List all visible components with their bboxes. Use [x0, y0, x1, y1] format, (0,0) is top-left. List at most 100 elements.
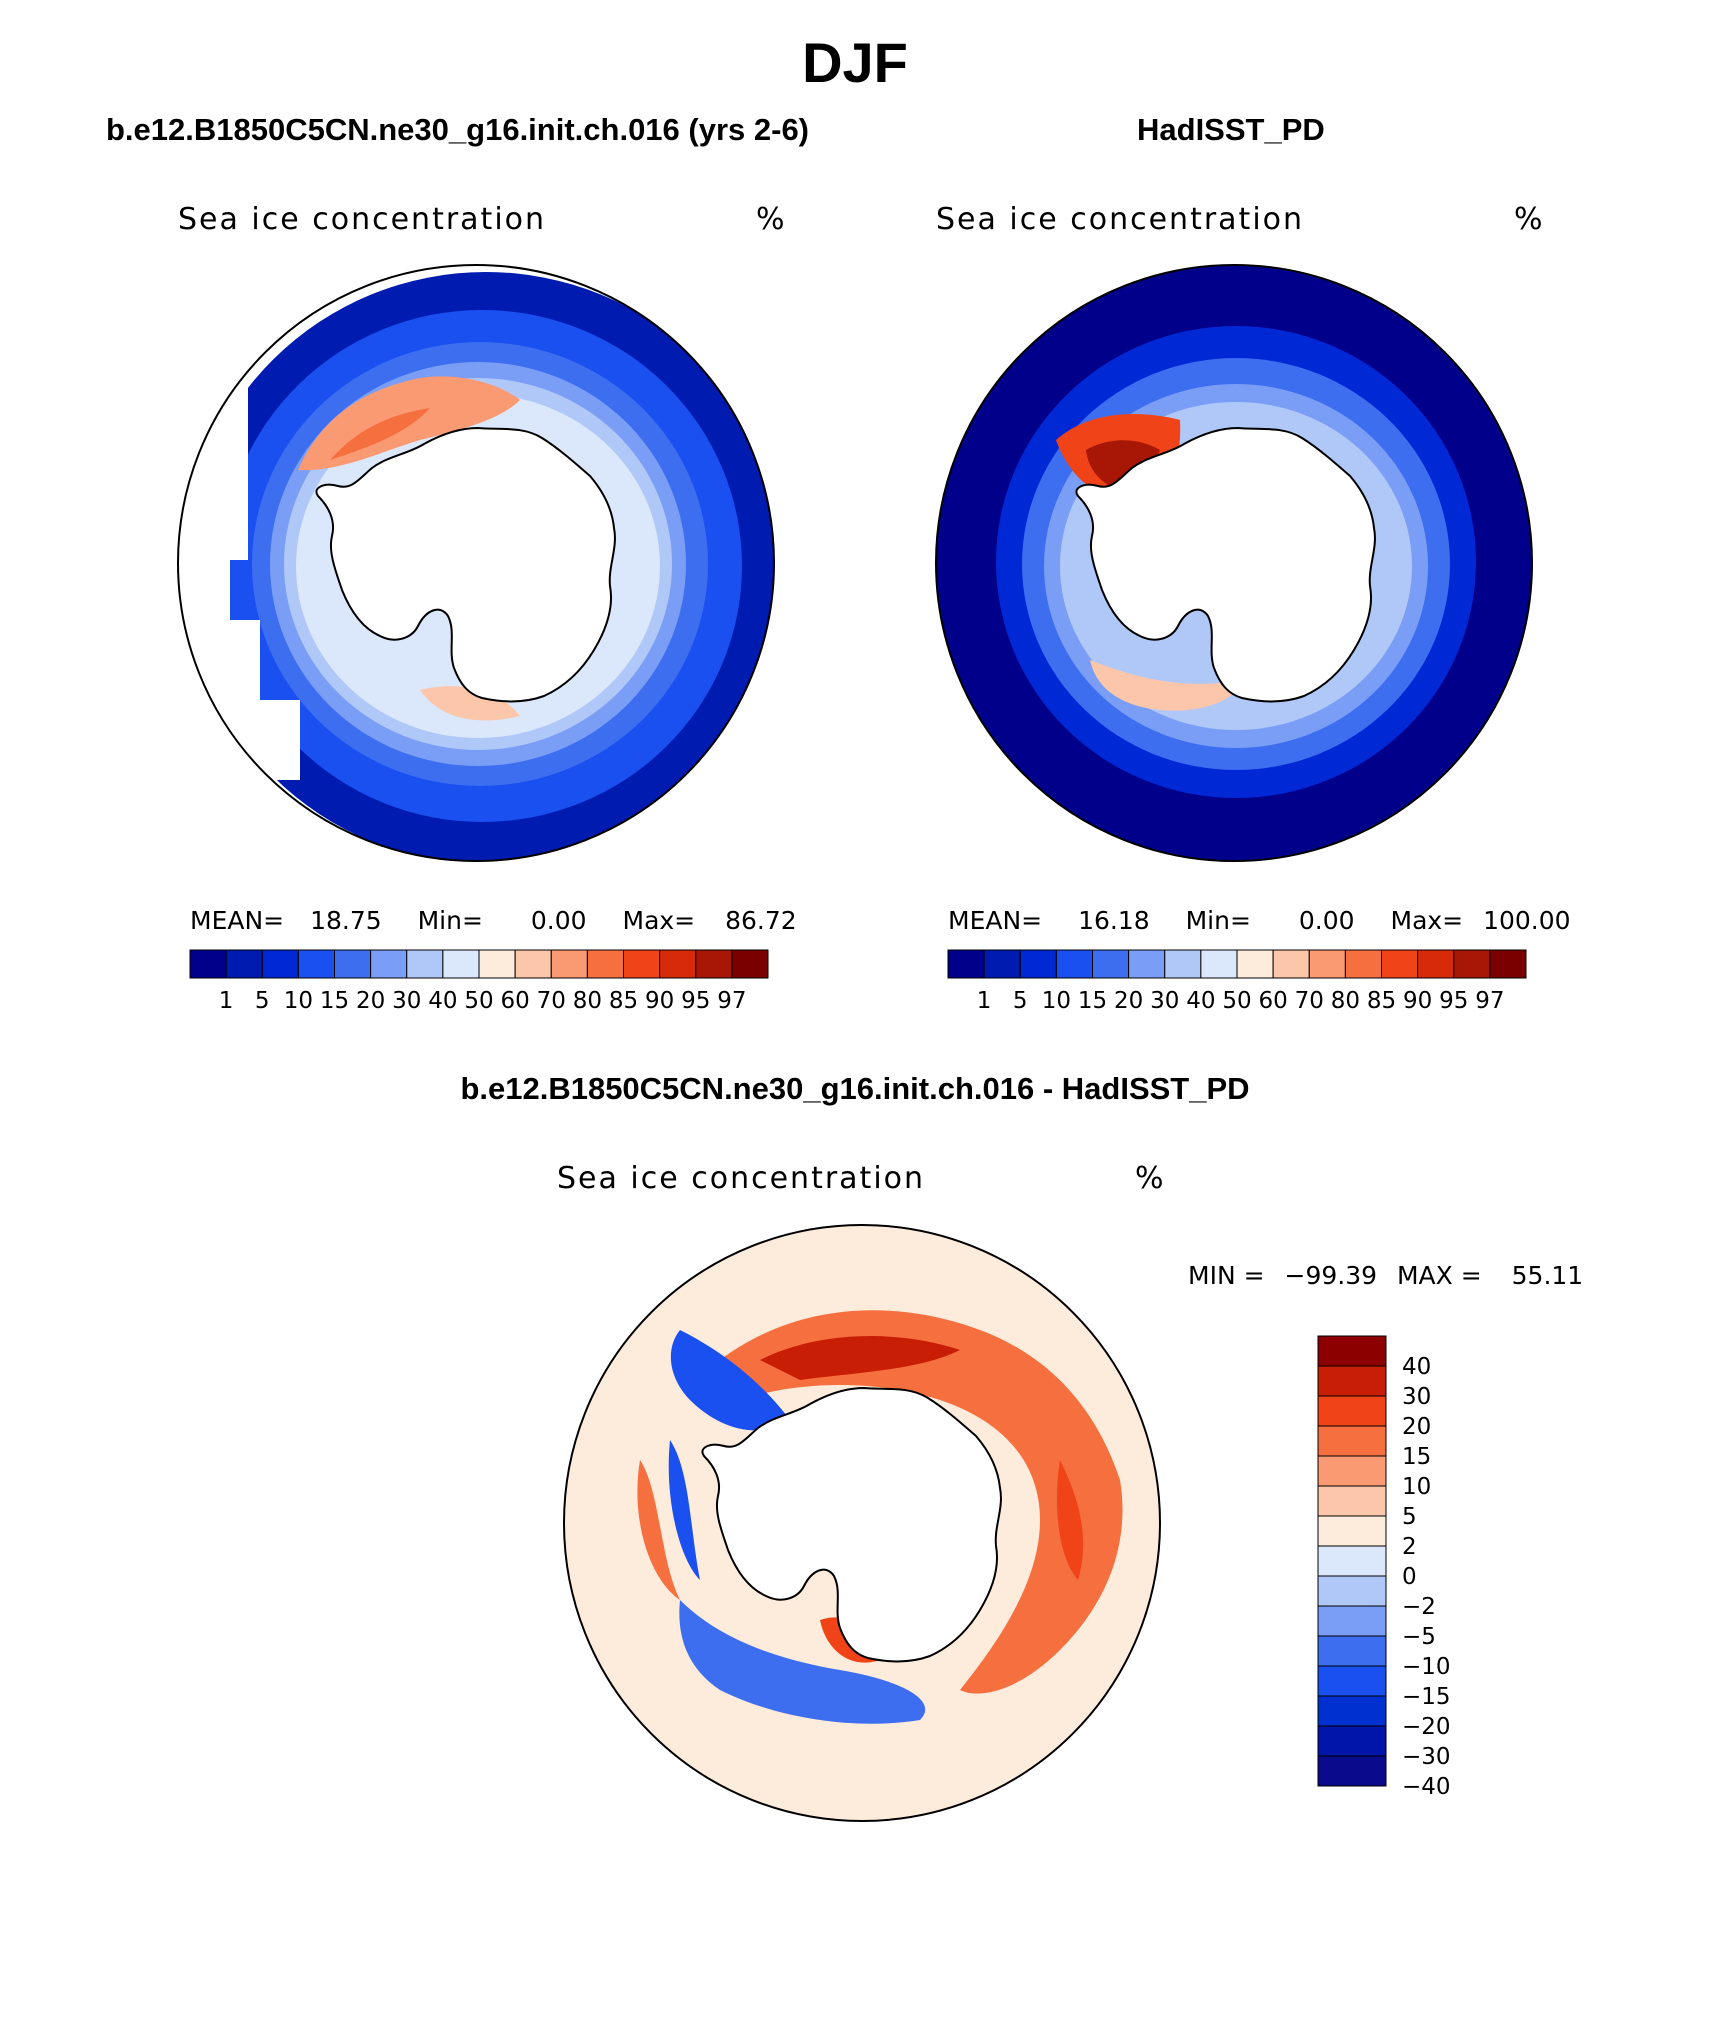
model-colorbar-box [623, 949, 661, 979]
obs-colorbar-box [947, 949, 985, 979]
model-units-label: % [756, 202, 787, 237]
obs-colorbar-label: 20 [1114, 988, 1143, 1014]
obs-colorbar-label: 1 [977, 988, 992, 1014]
diff-min-label: MIN = [1188, 1261, 1265, 1290]
diff-colorbar-label: −40 [1402, 1774, 1451, 1800]
model-panel-title: b.e12.B1850C5CN.ne30_g16.init.ch.016 (yr… [106, 112, 810, 147]
model-weddell-core [330, 408, 430, 460]
model-colorbar-box [550, 949, 588, 979]
model-colorbar-box [695, 949, 733, 979]
obs-variable-label: Sea ice concentration [936, 202, 1305, 237]
diff-colorbar-box [1317, 1365, 1387, 1397]
obs-colorbar-box [1236, 949, 1274, 979]
diff-map [563, 1224, 1161, 1822]
diff-colorbar-box [1317, 1755, 1387, 1787]
diff-negative-west [668, 1440, 700, 1580]
model-mean-label: MEAN= [190, 906, 285, 935]
model-min-value: 0.00 [530, 906, 587, 935]
obs-colorbar-label: 95 [1439, 988, 1468, 1014]
model-min-label: Min= [417, 906, 483, 935]
model-colorbar-box [334, 949, 372, 979]
diff-positive-west [637, 1460, 680, 1600]
obs-colorbar-label: 80 [1331, 988, 1360, 1014]
diff-colorbar-label: −20 [1402, 1714, 1451, 1740]
obs-colorbar-label: 97 [1475, 988, 1504, 1014]
model-mean-value: 18.75 [310, 906, 382, 935]
obs-colorbar-label: 15 [1078, 988, 1107, 1014]
model-colorbar-label: 80 [573, 988, 602, 1014]
diff-colorbar-box [1317, 1515, 1387, 1547]
model-colorbar-label: 60 [500, 988, 529, 1014]
obs-colorbar-box [1308, 949, 1346, 979]
obs-colorbar-box [1381, 949, 1419, 979]
model-colorbar-label: 97 [717, 988, 746, 1014]
diff-colorbar-box [1317, 1725, 1387, 1757]
obs-colorbar-label: 5 [1013, 988, 1028, 1014]
diff-panel-title: b.e12.B1850C5CN.ne30_g16.init.ch.016 - H… [460, 1071, 1250, 1106]
obs-colorbar-label: 30 [1150, 988, 1179, 1014]
diff-colorbar-label: 20 [1402, 1414, 1431, 1440]
diff-colorbar-box [1317, 1695, 1387, 1727]
obs-units-label: % [1514, 202, 1545, 237]
diff-colorbar-box [1317, 1395, 1387, 1427]
model-colorbar-label: 30 [392, 988, 421, 1014]
model-colorbar-label: 1 [219, 988, 234, 1014]
obs-colorbar-label: 70 [1295, 988, 1324, 1014]
model-colorbar: 1 5 10 15 20 30 40 50 60 70 80 85 90 95 97 [189, 949, 769, 1014]
obs-colorbar-box [1417, 949, 1455, 979]
obs-colorbar-box [1272, 949, 1310, 979]
model-colorbar-label: 70 [537, 988, 566, 1014]
obs-colorbar-box [1344, 949, 1382, 979]
model-colorbar-label: 5 [255, 988, 270, 1014]
model-colorbar-box [370, 949, 408, 979]
diff-colorbar-box [1317, 1635, 1387, 1667]
model-colorbar-box [261, 949, 299, 979]
diff-variable-label: Sea ice concentration [557, 1161, 926, 1196]
diff-colorbar-label: −2 [1402, 1594, 1436, 1620]
model-map [177, 264, 775, 862]
model-colorbar-box [478, 949, 516, 979]
obs-max-label: Max= [1390, 906, 1464, 935]
model-colorbar-label: 15 [320, 988, 349, 1014]
diff-negative-ross [679, 1600, 926, 1724]
obs-colorbar-box [1453, 949, 1491, 979]
obs-min-label: Min= [1185, 906, 1251, 935]
obs-ross-patch [1090, 660, 1240, 711]
diff-colorbar-label: 10 [1402, 1474, 1431, 1500]
obs-colorbar-label: 50 [1222, 988, 1251, 1014]
diff-colorbar-box [1317, 1605, 1387, 1637]
model-colorbar-box [297, 949, 335, 979]
diff-max-value: 55.11 [1511, 1261, 1584, 1290]
diff-colorbar-box [1317, 1575, 1387, 1607]
model-colorbar-label: 20 [356, 988, 385, 1014]
obs-colorbar: 1 5 10 15 20 30 40 50 60 70 80 85 90 95 97 [947, 949, 1527, 1014]
model-colorbar-label: 95 [681, 988, 710, 1014]
model-colorbar-label: 85 [609, 988, 638, 1014]
obs-colorbar-label: 60 [1258, 988, 1287, 1014]
diff-colorbar-label: −5 [1402, 1624, 1436, 1650]
diff-colorbar-label: −15 [1402, 1684, 1451, 1710]
obs-colorbar-box [983, 949, 1021, 979]
obs-colorbar-box [1055, 949, 1093, 979]
diff-stats: MIN = −99.39 MAX = 55.11 [1188, 1261, 1583, 1290]
model-colorbar-label: 90 [645, 988, 674, 1014]
model-colorbar-box [406, 949, 444, 979]
model-colorbar-box [731, 949, 769, 979]
obs-mean-value: 16.18 [1078, 906, 1150, 935]
diff-colorbar-box [1317, 1455, 1387, 1487]
obs-map [935, 264, 1533, 862]
diff-colorbar-label: 30 [1402, 1384, 1431, 1410]
diff-colorbar-box [1317, 1665, 1387, 1697]
diff-colorbar-label: 2 [1402, 1534, 1417, 1560]
model-max-label: Max= [622, 906, 696, 935]
model-max-value: 86.72 [725, 906, 797, 935]
obs-map-border [935, 264, 1533, 862]
obs-colorbar-label: 40 [1186, 988, 1215, 1014]
obs-colorbar-box [1489, 949, 1527, 979]
diff-colorbar-box [1317, 1485, 1387, 1517]
diff-colorbar-label: −10 [1402, 1654, 1451, 1680]
obs-max-value: 100.00 [1483, 906, 1571, 935]
diff-positive-core [760, 1336, 960, 1380]
diff-colorbar-label: 15 [1402, 1444, 1431, 1470]
